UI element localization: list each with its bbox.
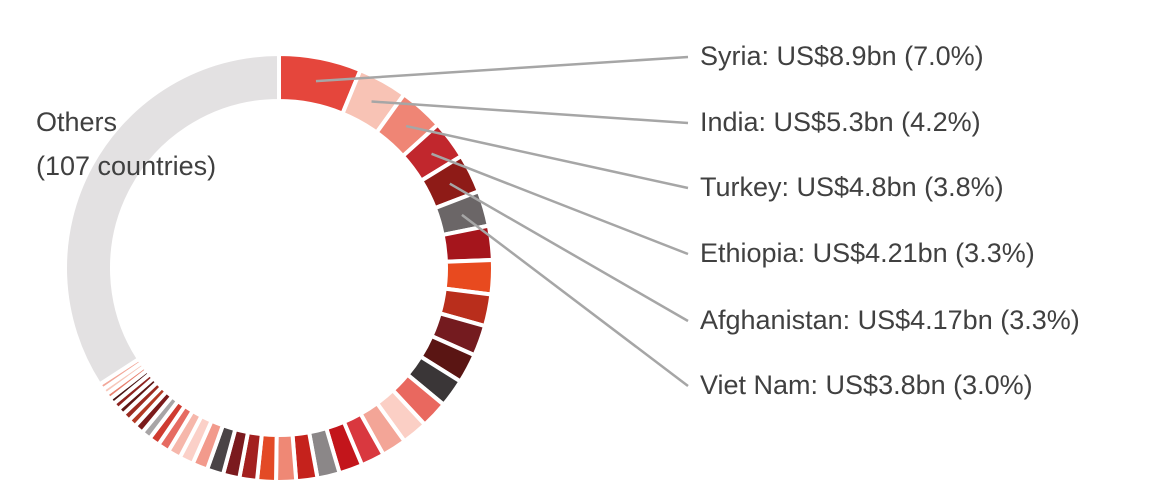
slice-others [63, 51, 281, 388]
others-label-line1: Others [36, 107, 117, 137]
leader-line-india [371, 100, 689, 125]
leader-line-ethiopia [431, 152, 689, 256]
leader-line-turkey [405, 124, 689, 190]
data-label-syria: Syria: US$8.9bn (7.0%) [700, 41, 984, 71]
donut-ring [63, 51, 496, 485]
leader-line-syria [315, 55, 689, 83]
data-label-turkey: Turkey: US$4.8bn (3.8%) [700, 172, 1004, 202]
leader-line-viet-nam [461, 213, 689, 387]
others-label-line2: (107 countries) [36, 151, 216, 181]
data-label-india: India: US$5.3bn (4.2%) [700, 107, 981, 137]
leader-lines [315, 55, 689, 387]
data-label-viet-nam: Viet Nam: US$3.8bn (3.0%) [700, 370, 1033, 400]
slice-country-14 [273, 432, 299, 484]
data-label-afghanistan: Afghanistan: US$4.17bn (3.3%) [700, 305, 1080, 335]
leader-line-afghanistan [449, 182, 689, 323]
data-label-ethiopia: Ethiopia: US$4.21bn (3.3%) [700, 238, 1035, 268]
